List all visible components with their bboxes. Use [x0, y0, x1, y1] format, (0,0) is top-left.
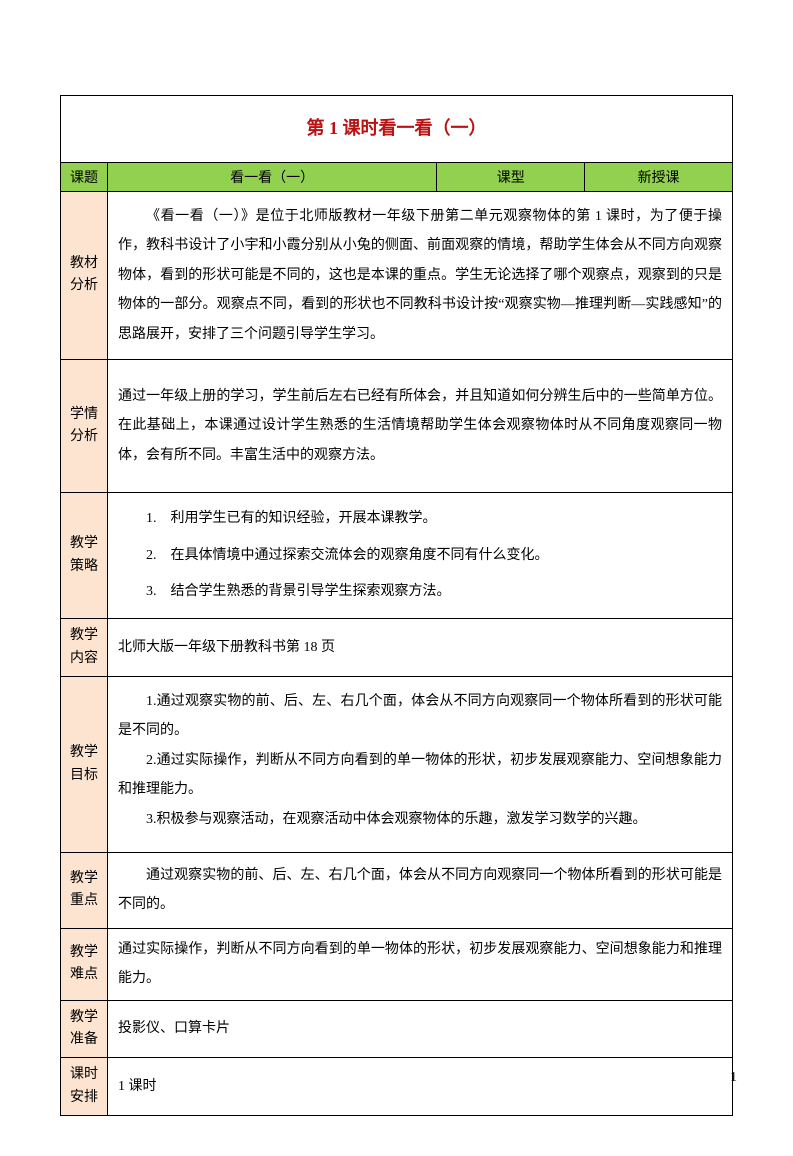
header-row: 课题 看一看（一） 课型 新授课 — [61, 163, 733, 192]
content-jiaoxue-mubiao: 1.通过观察实物的前、后、左、右几个面，体会从不同方向观察同一个物体所看到的形状… — [108, 677, 733, 853]
label-jiaoxue-zhongdian: 教学重点 — [61, 853, 108, 929]
page-number: 1 — [730, 1070, 737, 1086]
page-title: 第 1 课时看一看（一） — [61, 96, 733, 163]
row-jiaoxue-nandian: 教学难点 通过实际操作，判断从不同方向看到的单一物体的形状，初步发展观察能力、空… — [61, 928, 733, 1000]
list-item: 2.通过实际操作，判断从不同方向看到的单一物体的形状，初步发展观察能力、空间想象… — [118, 746, 722, 805]
header-type-value: 新授课 — [585, 163, 733, 192]
title-row: 第 1 课时看一看（一） — [61, 96, 733, 163]
list-item: 1. 利用学生已有的知识经验，开展本课教学。 — [146, 501, 722, 537]
label-jiaoxue-nandian: 教学难点 — [61, 928, 108, 1000]
content-xueqing-fenxi: 通过一年级上册的学习，学生前后左右已经有所体会，并且知道如何分辨生后中的一些简单… — [108, 359, 733, 492]
lesson-plan-table: 第 1 课时看一看（一） 课题 看一看（一） 课型 新授课 教材分析 《看一看（… — [60, 95, 733, 1116]
row-xueqing-fenxi: 学情分析 通过一年级上册的学习，学生前后左右已经有所体会，并且知道如何分辨生后中… — [61, 359, 733, 492]
content-jiaoxue-celue: 1. 利用学生已有的知识经验，开展本课教学。 2. 在具体情境中通过探索交流体会… — [108, 493, 733, 619]
text: 《看一看（一）》是位于北师版教材一年级下册第二单元观察物体的第 1 课时，为了便… — [118, 202, 722, 349]
content-jiaoxue-zhunbei: 投影仪、口算卡片 — [108, 1000, 733, 1058]
row-jiaoxue-zhongdian: 教学重点 通过观察实物的前、后、左、右几个面，体会从不同方向观察同一个物体所看到… — [61, 853, 733, 929]
text: 1 课时 — [118, 1072, 722, 1101]
text: 通过一年级上册的学习，学生前后左右已经有所体会，并且知道如何分辨生后中的一些简单… — [118, 382, 722, 470]
label-jiaoxue-neirong: 教学内容 — [61, 619, 108, 677]
row-jiaoxue-celue: 教学策略 1. 利用学生已有的知识经验，开展本课教学。 2. 在具体情境中通过探… — [61, 493, 733, 619]
row-jiaocai-fenxi: 教材分析 《看一看（一）》是位于北师版教材一年级下册第二单元观察物体的第 1 课… — [61, 192, 733, 360]
content-jiaocai-fenxi: 《看一看（一）》是位于北师版教材一年级下册第二单元观察物体的第 1 课时，为了便… — [108, 192, 733, 360]
text: 投影仪、口算卡片 — [118, 1014, 722, 1043]
text: 通过观察实物的前、后、左、右几个面，体会从不同方向观察同一个物体所看到的形状可能… — [118, 861, 722, 920]
row-jiaoxue-mubiao: 教学目标 1.通过观察实物的前、后、左、右几个面，体会从不同方向观察同一个物体所… — [61, 677, 733, 853]
list-item: 3. 结合学生熟悉的背景引导学生探索观察方法。 — [146, 574, 722, 610]
text: 通过实际操作，判断从不同方向看到的单一物体的形状，初步发展观察能力、空间想象能力… — [118, 935, 722, 994]
list-item: 3.积极参与观察活动，在观察活动中体会观察物体的乐趣，激发学习数学的兴趣。 — [118, 805, 722, 834]
content-keshi-anpai: 1 课时 — [108, 1058, 733, 1116]
label-jiaoxue-celue: 教学策略 — [61, 493, 108, 619]
label-jiaoxue-mubiao: 教学目标 — [61, 677, 108, 853]
content-jiaoxue-nandian: 通过实际操作，判断从不同方向看到的单一物体的形状，初步发展观察能力、空间想象能力… — [108, 928, 733, 1000]
content-jiaoxue-neirong: 北师大版一年级下册教科书第 18 页 — [108, 619, 733, 677]
list-item: 1.通过观察实物的前、后、左、右几个面，体会从不同方向观察同一个物体所看到的形状… — [118, 687, 722, 746]
content-jiaoxue-zhongdian: 通过观察实物的前、后、左、右几个面，体会从不同方向观察同一个物体所看到的形状可能… — [108, 853, 733, 929]
header-topic-label: 课题 — [61, 163, 108, 192]
label-jiaoxue-zhunbei: 教学准备 — [61, 1000, 108, 1058]
label-jiaocai-fenxi: 教材分析 — [61, 192, 108, 360]
row-jiaoxue-zhunbei: 教学准备 投影仪、口算卡片 — [61, 1000, 733, 1058]
row-jiaoxue-neirong: 教学内容 北师大版一年级下册教科书第 18 页 — [61, 619, 733, 677]
list-item: 2. 在具体情境中通过探索交流体会的观察角度不同有什么变化。 — [146, 538, 722, 574]
text: 北师大版一年级下册教科书第 18 页 — [118, 633, 722, 662]
strategy-list: 1. 利用学生已有的知识经验，开展本课教学。 2. 在具体情境中通过探索交流体会… — [118, 501, 722, 610]
header-topic-value: 看一看（一） — [108, 163, 437, 192]
label-xueqing-fenxi: 学情分析 — [61, 359, 108, 492]
row-keshi-anpai: 课时安排 1 课时 — [61, 1058, 733, 1116]
header-type-label: 课型 — [437, 163, 585, 192]
label-keshi-anpai: 课时安排 — [61, 1058, 108, 1116]
